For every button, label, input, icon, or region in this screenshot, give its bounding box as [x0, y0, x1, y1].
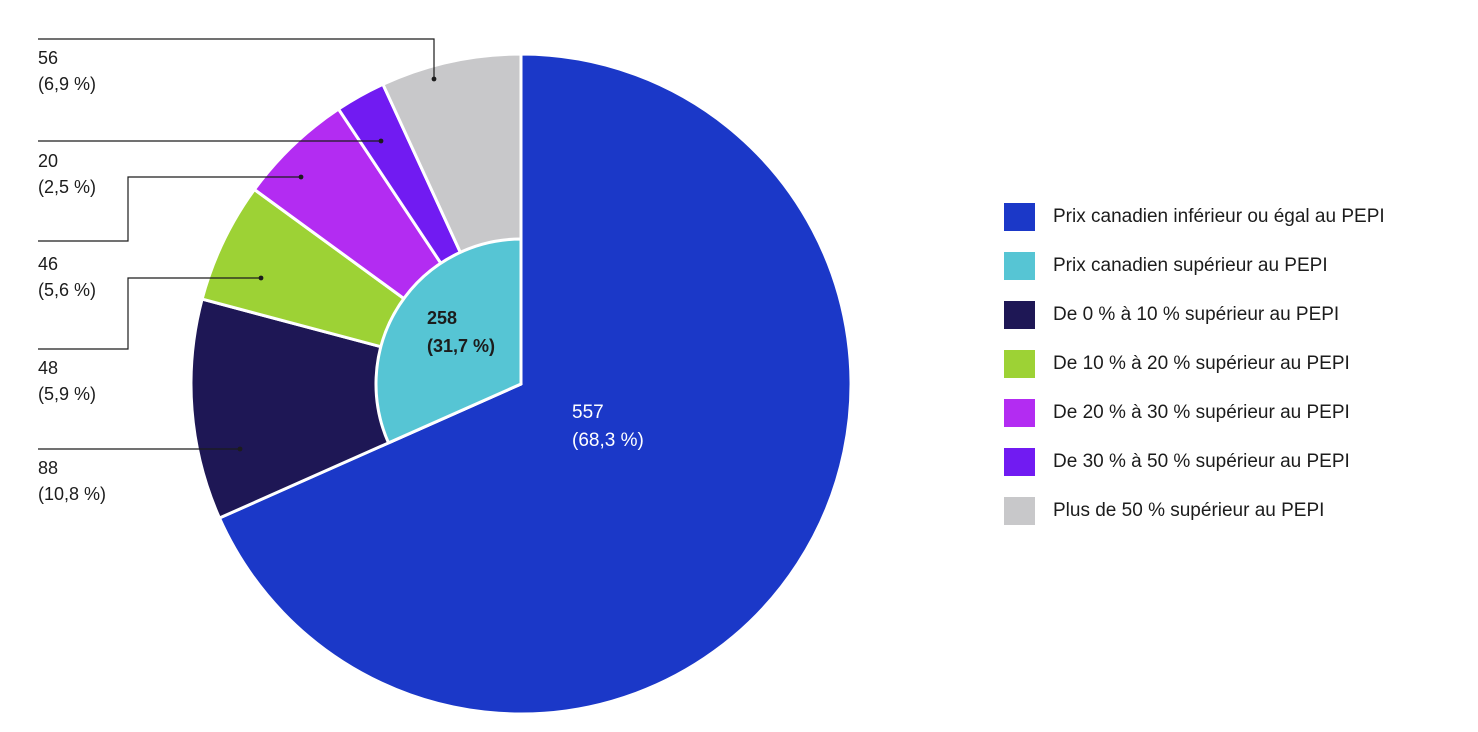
legend-item-de-20-a-30-superieur-au-pepi: De 20 % à 30 % supérieur au PEPI: [1004, 388, 1385, 437]
legend-label: De 10 % à 20 % supérieur au PEPI: [1053, 352, 1350, 374]
pie-chart: 557 (68,3 %) 258 (31,7 %) 88 (10,8 %) 48 (5,9 %…: [38, 38, 853, 716]
legend-label: Prix canadien supérieur au PEPI: [1053, 254, 1328, 276]
data-label-de-30-a-50-superieur-au-pepi: 20 (2,5 %): [38, 151, 96, 197]
legend-item-prix-canadien-inferieur-ou-egal-au-pepi: Prix canadien inférieur ou égal au PEPI: [1004, 192, 1385, 241]
legend-label: Prix canadien inférieur ou égal au PEPI: [1053, 205, 1385, 227]
data-label-de-20-a-30-superieur-au-pepi: 46 (5,6 %): [38, 254, 96, 300]
legend-label: De 30 % à 50 % supérieur au PEPI: [1053, 450, 1350, 472]
data-label-prix-canadien-inferieur-ou-egal-au-pepi: 557 (68,3 %): [572, 402, 644, 451]
legend-swatch: [1004, 202, 1035, 231]
leader-dot-plus-de-50-superieur-au-pepi: [431, 76, 437, 82]
leader-dot-de-10-a-20-superieur-au-pepi: [258, 275, 264, 281]
leader-line-de-10-a-20-superieur-au-pepi: [38, 277, 261, 350]
legend-label: De 0 % à 10 % supérieur au PEPI: [1053, 303, 1340, 325]
legend-item-de-30-a-50-superieur-au-pepi: De 30 % à 50 % supérieur au PEPI: [1004, 437, 1385, 486]
legend-item-plus-de-50-superieur-au-pepi: Plus de 50 % supérieur au PEPI: [1004, 486, 1385, 535]
leader-dot-de-0-a-10-superieur-au-pepi: [237, 446, 243, 452]
data-label-de-0-a-10-superieur-au-pepi: 88 (10,8 %): [38, 458, 106, 504]
legend-label: Plus de 50 % supérieur au PEPI: [1053, 499, 1325, 521]
data-label-prix-canadien-superieur-au-pepi: 258 (31,7 %): [427, 308, 495, 356]
legend-swatch: [1004, 251, 1035, 280]
leader-line-de-20-a-30-superieur-au-pepi: [38, 176, 301, 242]
legend-swatch: [1004, 398, 1035, 427]
data-label-plus-de-50-superieur-au-pepi: 56 (6,9 %): [38, 48, 96, 94]
data-label-de-10-a-20-superieur-au-pepi: 48 (5,9 %): [38, 358, 96, 404]
legend: Prix canadien inférieur ou égal au PEPI P…: [1004, 192, 1385, 535]
legend-swatch: [1004, 349, 1035, 378]
leader-dot-de-30-a-50-superieur-au-pepi: [378, 138, 384, 144]
legend-label: De 20 % à 30 % supérieur au PEPI: [1053, 401, 1350, 423]
leader-line-plus-de-50-superieur-au-pepi: [38, 38, 435, 79]
slice-de-0-a-10-superieur-au-pepi: [189, 297, 523, 520]
legend-item-de-10-a-20-superieur-au-pepi: De 10 % à 20 % supérieur au PEPI: [1004, 339, 1385, 388]
legend-swatch: [1004, 300, 1035, 329]
legend-item-prix-canadien-superieur-au-pepi: Prix canadien supérieur au PEPI: [1004, 241, 1385, 290]
leader-dot-de-20-a-30-superieur-au-pepi: [298, 174, 304, 180]
slice-prix-canadien-superieur-au-pepi: [374, 237, 523, 445]
slice-prix-canadien-inferieur-ou-egal-au-pepi: [217, 52, 853, 716]
legend-swatch: [1004, 496, 1035, 525]
legend-swatch: [1004, 447, 1035, 476]
legend-item-de-0-a-10-superieur-au-pepi: De 0 % à 10 % supérieur au PEPI: [1004, 290, 1385, 339]
